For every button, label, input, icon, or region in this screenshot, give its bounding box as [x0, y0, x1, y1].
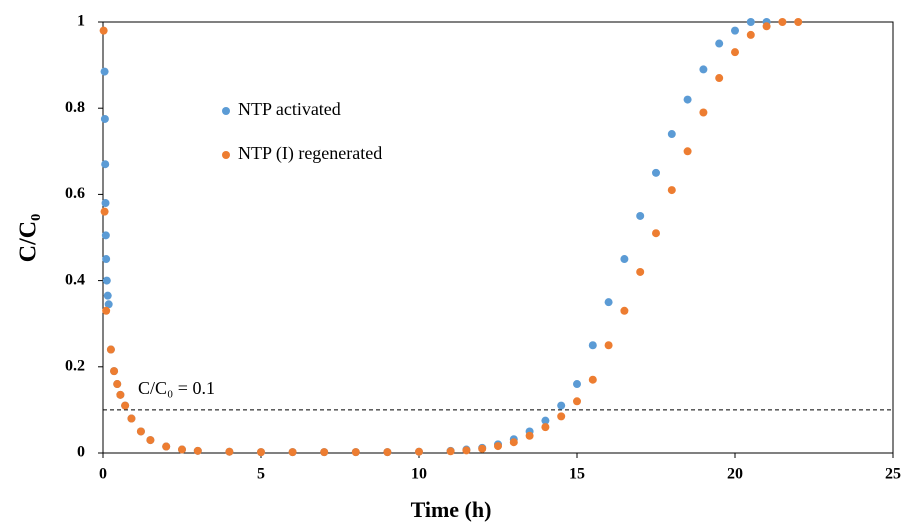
y-tick-label: 0.2: [65, 357, 85, 374]
data-point: [462, 446, 471, 455]
data-point: [699, 108, 708, 117]
data-point: [620, 255, 629, 264]
data-point: [699, 65, 708, 74]
data-point: [746, 18, 755, 26]
data-point: [136, 427, 145, 436]
data-point: [446, 447, 455, 456]
data-point: [652, 229, 660, 238]
x-tick-label: 20: [727, 466, 743, 483]
data-point: [573, 397, 581, 406]
data-point: [101, 199, 110, 208]
data-point: [121, 401, 130, 410]
data-point: [257, 448, 265, 457]
y-tick-label: 0.8: [65, 99, 85, 116]
data-point: [101, 231, 110, 240]
y-tick-label: 0.4: [65, 271, 85, 288]
data-point: [636, 211, 645, 220]
data-point: [225, 447, 234, 456]
x-tick-label: 0: [99, 466, 107, 483]
data-point: [146, 436, 155, 445]
y-tick-label: 0: [77, 444, 85, 461]
data-point: [103, 291, 112, 300]
data-point: [288, 448, 297, 457]
data-point: [620, 306, 629, 315]
data-point: [127, 414, 136, 423]
data-point: [667, 130, 676, 139]
data-point: [102, 276, 111, 285]
legend-label: NTP activated: [238, 99, 341, 119]
data-point: [320, 448, 329, 457]
data-point: [104, 300, 113, 309]
data-point: [604, 341, 613, 350]
data-point: [541, 416, 550, 425]
data-point: [541, 423, 550, 432]
legend-marker: [222, 151, 230, 159]
data-point: [509, 438, 518, 447]
data-point: [113, 380, 122, 389]
data-point: [778, 18, 787, 26]
data-point: [588, 375, 597, 384]
data-point: [715, 74, 724, 83]
data-point: [557, 401, 566, 410]
y-tick-label: 0.6: [65, 185, 85, 202]
data-point: [667, 186, 676, 195]
data-point: [162, 442, 171, 451]
plot-frame: [102, 21, 894, 454]
data-point: [683, 95, 692, 104]
x-tick-label: 25: [885, 466, 901, 483]
data-point: [731, 26, 739, 35]
data-point: [100, 67, 109, 76]
data-point: [110, 367, 119, 376]
data-point: [557, 412, 566, 421]
data-point: [100, 207, 109, 216]
data-point: [715, 39, 724, 48]
data-point: [746, 30, 755, 39]
data-point: [683, 147, 692, 156]
data-point: [573, 380, 581, 389]
data-point: [525, 431, 534, 440]
data-point: [794, 18, 803, 26]
data-point: [101, 160, 110, 169]
x-tick-label: 10: [411, 466, 427, 483]
data-point: [106, 345, 115, 354]
threshold-label: C/C₀ = 0.1: [138, 378, 215, 398]
y-axis-title: C/C₀: [16, 214, 42, 263]
data-point: [588, 341, 597, 350]
x-tick-label: 15: [569, 466, 585, 483]
data-point: [102, 306, 111, 315]
y-tick-label: 1: [77, 13, 85, 30]
data-point: [762, 22, 771, 31]
data-point: [494, 442, 502, 451]
legend-label: NTP (I) regenerated: [238, 143, 382, 164]
data-point: [100, 114, 109, 123]
data-point: [415, 447, 423, 456]
data-point: [652, 168, 660, 177]
data-point: [178, 445, 186, 454]
data-point: [383, 448, 392, 457]
data-point: [731, 48, 739, 57]
data-point: [102, 255, 111, 264]
data-point: [636, 267, 645, 276]
data-point: [99, 26, 108, 35]
data-point: [351, 448, 360, 457]
data-point: [193, 446, 202, 455]
data-point: [478, 444, 487, 453]
data-point: [604, 298, 613, 307]
data-point: [116, 390, 125, 399]
legend-marker: [222, 107, 230, 115]
x-tick-label: 5: [257, 466, 265, 483]
x-axis-title: Time (h): [411, 497, 492, 522]
